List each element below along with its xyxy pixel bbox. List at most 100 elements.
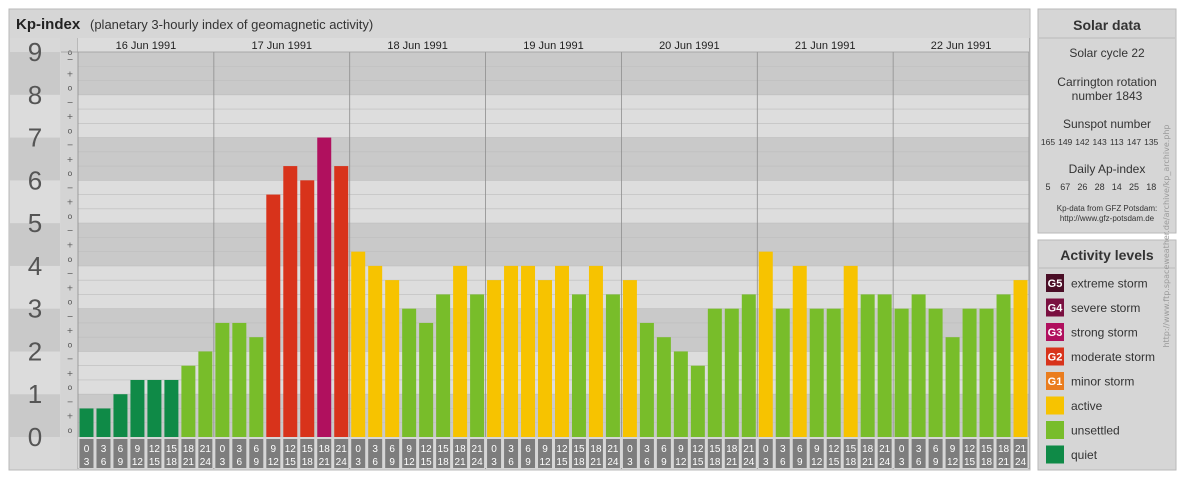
legend-swatch <box>1046 396 1064 415</box>
hour-start-label: 6 <box>661 444 667 455</box>
legend-swatch <box>1046 298 1064 317</box>
solar-panel-frame <box>1037 8 1177 234</box>
y-tick-label: 0 <box>28 422 42 452</box>
kp-bar <box>877 294 892 437</box>
hour-cell <box>588 439 603 468</box>
kp-bar <box>521 265 536 437</box>
plot-band <box>78 94 1029 138</box>
hour-end-label: 9 <box>797 457 803 468</box>
sunspot-value: 149 <box>1058 137 1072 147</box>
hour-end-label: 15 <box>828 457 840 468</box>
day-label: 21 Jun 1991 <box>795 40 856 52</box>
hour-start-label: 21 <box>472 444 484 455</box>
plot-band <box>78 223 1029 266</box>
hour-cell <box>334 439 349 468</box>
hour-end-label: 9 <box>525 457 531 468</box>
hour-start-label: 9 <box>950 444 956 455</box>
kp-bar <box>775 308 790 437</box>
hour-start-label: 21 <box>743 444 755 455</box>
hour-end-label: 3 <box>899 457 905 468</box>
legend-badge: G4 <box>1048 303 1064 315</box>
day-label: 16 Jun 1991 <box>116 40 177 52</box>
hour-start-label: 0 <box>899 444 905 455</box>
hour-cell <box>622 439 637 468</box>
hour-start-label: 3 <box>237 444 243 455</box>
plot-band <box>78 180 1029 224</box>
hour-end-label: 6 <box>644 457 650 468</box>
y-minor-tick: o <box>68 255 73 264</box>
kp-bar <box>945 337 960 437</box>
kp-bar <box>232 322 247 437</box>
hour-cell <box>317 439 332 468</box>
kp-bar <box>792 265 807 437</box>
y-label-band <box>10 351 60 395</box>
y-minor-tick: − <box>67 397 74 406</box>
y-minor-tick: + <box>67 198 74 207</box>
hour-cell <box>453 439 468 468</box>
data-source-line-1: Kp-data from GFZ Potsdam: <box>1057 204 1157 213</box>
y-label-band <box>10 180 60 224</box>
hour-end-label: 18 <box>981 457 993 468</box>
hour-end-label: 12 <box>675 457 687 468</box>
hour-start-label: 9 <box>678 444 684 455</box>
chart-title: Kp-index <box>16 16 81 33</box>
hour-cell <box>181 439 196 468</box>
hour-end-label: 24 <box>472 457 484 468</box>
legend-badge: G2 <box>1048 352 1063 364</box>
solar-cycle: Solar cycle 22 <box>1069 46 1145 60</box>
y-tick-label: 8 <box>28 80 42 110</box>
hour-cell <box>894 439 909 468</box>
hour-cell <box>266 439 281 468</box>
y-minor-tick: o <box>68 383 73 392</box>
kp-bar <box>724 308 739 437</box>
hour-cell <box>538 439 552 468</box>
hour-start-label: 3 <box>644 444 650 455</box>
hour-start-label: 3 <box>780 444 786 455</box>
kp-bar <box>571 294 586 437</box>
legend-badge: G1 <box>1048 376 1063 388</box>
hour-cell <box>402 439 417 468</box>
kp-bar <box>113 394 128 437</box>
minor-tick-column <box>61 52 78 437</box>
hour-start-label: 18 <box>590 444 602 455</box>
hour-cell <box>555 439 569 468</box>
hour-end-label: 18 <box>302 457 314 468</box>
sunspot-value: 147 <box>1127 137 1141 147</box>
y-minor-tick: o <box>68 126 73 135</box>
hour-end-label: 18 <box>438 457 450 468</box>
hour-end-label: 12 <box>132 457 144 468</box>
hour-end-label: 15 <box>421 457 433 468</box>
hour-cell <box>656 439 671 468</box>
hour-start-label: 21 <box>879 444 891 455</box>
y-tick-label: 1 <box>28 379 42 409</box>
hour-start-label: 9 <box>814 444 820 455</box>
legend-swatch <box>1046 445 1064 464</box>
legend-swatch <box>1046 274 1064 292</box>
y-minor-tick: o <box>68 212 73 221</box>
legend-swatch <box>1046 421 1064 439</box>
day-headers: 16 Jun 1991 17 Jun 1991 18 Jun 1991 19 Jun … <box>61 38 1029 53</box>
hour-start-label: 9 <box>271 444 277 455</box>
hour-end-label: 12 <box>404 457 416 468</box>
hour-cell <box>741 439 756 468</box>
legend-swatch <box>1046 372 1064 390</box>
sunspot-value: 143 <box>1093 137 1107 147</box>
solar-panel-header <box>1039 10 1175 38</box>
ap-value: 67 <box>1060 182 1070 192</box>
hour-cell <box>979 439 994 468</box>
y-band-bottom <box>10 437 60 469</box>
hour-cell <box>758 439 773 468</box>
legend-swatch <box>1046 347 1064 366</box>
hour-cell <box>775 439 790 468</box>
hour-cell <box>487 439 502 468</box>
kp-bar <box>1013 280 1028 437</box>
hour-start-label: 0 <box>220 444 226 455</box>
hour-start-label: 12 <box>285 444 297 455</box>
kp-bar <box>656 337 671 437</box>
hour-start-label: 0 <box>627 444 633 455</box>
hour-end-label: 12 <box>947 457 959 468</box>
hour-start-label: 9 <box>542 444 548 455</box>
hour-cell <box>232 439 247 468</box>
kp-bar <box>639 322 654 437</box>
